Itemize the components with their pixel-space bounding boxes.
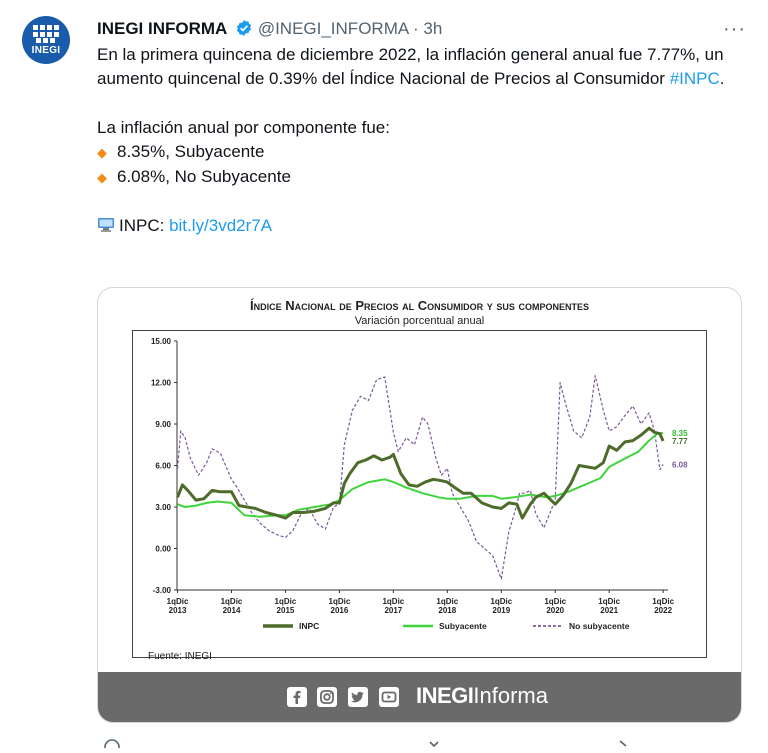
brand-bold: INEGI	[416, 683, 474, 708]
legend-label: INPC	[299, 621, 319, 631]
x-tick-label-top: 1qDic	[382, 597, 404, 606]
brand-footer: INEGIInforma	[98, 672, 741, 722]
computer-icon	[97, 215, 115, 233]
instagram-icon	[317, 687, 337, 707]
orange-diamond-icon: ◆	[97, 144, 107, 160]
link-line: INPC: bit.ly/3vd2r7A	[97, 214, 737, 238]
bullet-text: 6.08%, No Subyacente	[117, 167, 291, 187]
verified-badge-icon	[235, 19, 253, 43]
avatar-logo-text: INEGI	[31, 45, 61, 56]
tweet-text-end: .	[719, 69, 725, 89]
inegi-logo-icon	[33, 25, 59, 43]
x-tick-label-bottom: 2017	[384, 606, 402, 615]
header-separator: ·	[413, 19, 419, 38]
y-tick-label: 15.00	[151, 337, 172, 346]
x-tick-label-top: 1qDic	[490, 597, 512, 606]
y-tick-label: 12.00	[151, 379, 172, 388]
chart-title: Índice Nacional de Precios al Consumidor…	[250, 298, 589, 313]
more-options-icon[interactable]: ···	[723, 18, 746, 40]
hashtag-link[interactable]: #INPC	[669, 69, 720, 89]
facebook-icon	[287, 687, 307, 707]
components-intro: La inflación anual por componente fue:	[97, 117, 390, 137]
x-tick-label-bottom: 2016	[331, 606, 349, 615]
tweet-text-main: En la primera quincena de diciembre 2022…	[97, 45, 724, 89]
x-tick-label-top: 1qDic	[544, 597, 566, 606]
author-name[interactable]: INEGI INFORMA	[97, 19, 228, 38]
legend-label: No subyacente	[569, 621, 630, 631]
chart-subtitle: Variación porcentual anual	[354, 315, 485, 327]
x-tick-label-bottom: 2020	[546, 606, 564, 615]
x-tick-label-bottom: 2019	[492, 606, 510, 615]
inpc-link[interactable]: bit.ly/3vd2r7A	[169, 216, 273, 236]
inflation-line-chart: 15.0012.009.006.003.000.00-3.001qDic2013…	[151, 337, 688, 631]
tweet-paragraph-1: En la primera quincena de diciembre 2022…	[97, 43, 737, 92]
series-line-subyacente	[177, 432, 664, 518]
end-value-label: 6.08	[672, 460, 688, 469]
x-tick-label-bottom: 2018	[438, 606, 456, 615]
brand-light: Informa	[473, 683, 548, 708]
end-value-label: 8.35	[672, 429, 688, 438]
chart-frame: 15.00 12.00 9.00 6.00 3.00 0.00 -3.00 1qDic 2013…	[132, 330, 707, 658]
x-tick-label-bottom: 2021	[600, 606, 618, 615]
avatar[interactable]: INEGI	[22, 16, 70, 64]
series-line-inpc	[176, 426, 665, 520]
link-label: INPC:	[119, 216, 170, 236]
x-tick-label-bottom: 2015	[277, 606, 295, 615]
chart-source: Fuente: INEGI	[148, 651, 212, 662]
series-line-no-subyacente	[176, 374, 664, 580]
tweet-actions-partial	[100, 735, 660, 753]
tweet-timestamp[interactable]: 3h	[423, 19, 443, 38]
x-tick-label-top: 1qDic	[221, 597, 243, 606]
inegi-informa-brand: INEGIInforma	[416, 683, 548, 709]
image-card[interactable]: Índice Nacional de Precios al Consumidor…	[97, 287, 742, 723]
y-tick-label: 6.00	[155, 462, 171, 471]
y-tick-label: 9.00	[155, 420, 171, 429]
end-value-label: 7.77	[672, 437, 688, 446]
youtube-icon	[379, 687, 399, 707]
x-tick-label-top: 1qDic	[598, 597, 620, 606]
x-tick-label-bottom: 2014	[223, 606, 241, 615]
x-tick-label-bottom: 2013	[169, 606, 187, 615]
bullet-item: ◆ 6.08%, No Subyacente	[97, 165, 737, 190]
orange-diamond-icon: ◆	[97, 170, 107, 186]
tweet-header: INEGI INFORMA @INEGI_INFORMA · 3h	[97, 18, 748, 40]
author-handle[interactable]: @INEGI_INFORMA	[257, 19, 409, 38]
twitter-icon	[348, 687, 368, 707]
bullet-text: 8.35%, Subyacente	[117, 141, 265, 161]
legend-label: Subyacente	[439, 621, 487, 631]
tweet-body: En la primera quincena de diciembre 2022…	[97, 43, 737, 239]
x-tick-label-top: 1qDic	[167, 597, 189, 606]
x-tick-label-top: 1qDic	[436, 597, 458, 606]
x-tick-label-top: 1qDic	[652, 597, 674, 606]
y-tick-label: 0.00	[155, 545, 171, 554]
x-tick-label-top: 1qDic	[329, 597, 351, 606]
x-tick-label-bottom: 2022	[654, 606, 672, 615]
y-tick-label: 3.00	[155, 503, 171, 512]
x-tick-label-top: 1qDic	[275, 597, 297, 606]
bullet-item: ◆ 8.35%, Subyacente	[97, 140, 737, 165]
y-tick-label: -3.00	[153, 586, 172, 595]
